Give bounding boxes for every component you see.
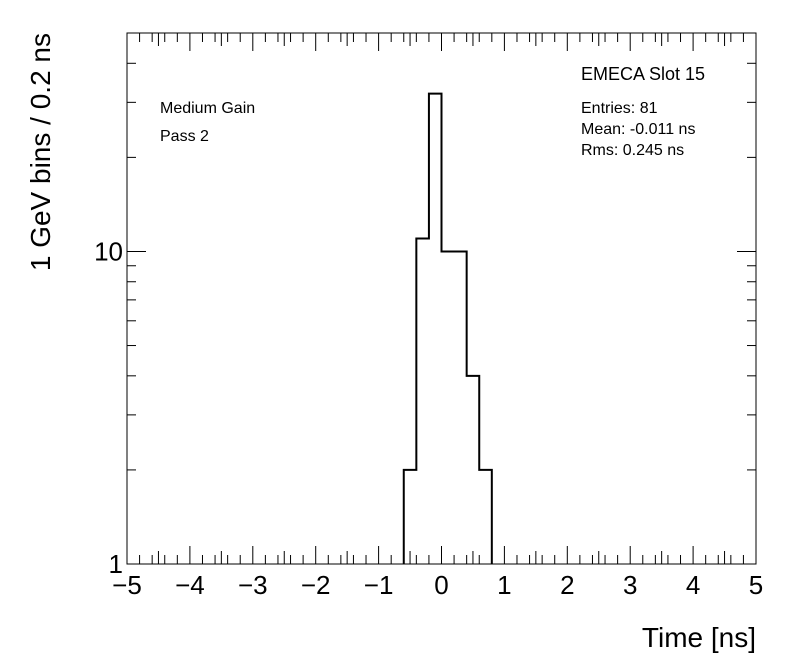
histogram-bins — [404, 94, 492, 564]
x-tick-label: 5 — [749, 570, 763, 600]
stats-rms: Rms: 0.245 ns — [581, 142, 684, 159]
histogram-bin — [467, 376, 480, 564]
histogram-bin — [442, 251, 455, 564]
x-tick-label: 2 — [560, 570, 574, 600]
histogram-outline — [402, 92, 493, 564]
histogram-bin — [416, 239, 429, 564]
y-tick-label: 1 — [109, 549, 123, 579]
x-tick-label: −4 — [175, 570, 205, 600]
histogram-bin — [404, 470, 417, 564]
major-ticks — [126, 33, 757, 565]
x-tick-label: −5 — [112, 570, 142, 600]
annotation-pass: Pass 2 — [160, 128, 209, 145]
stats-mean: Mean: -0.011 ns — [581, 121, 695, 138]
x-axis-label: Time [ns] — [642, 622, 756, 653]
minor-ticks — [127, 32, 756, 564]
x-tick-label: 0 — [434, 570, 448, 600]
y-axis-label: 1 GeV bins / 0.2 ns — [25, 33, 56, 271]
x-tick-label: 1 — [497, 570, 511, 600]
x-tick-label: −1 — [364, 570, 394, 600]
x-tick-label: 3 — [623, 570, 637, 600]
histogram-bin — [479, 470, 492, 564]
x-tick-label: 4 — [686, 570, 700, 600]
annotation-medium-gain: Medium Gain — [160, 100, 255, 117]
x-tick-label: −2 — [301, 570, 331, 600]
y-tick-labels: 1 10 — [94, 236, 123, 579]
x-tick-label: −3 — [238, 570, 268, 600]
histogram-bin — [454, 251, 467, 564]
y-tick-label: 10 — [94, 236, 123, 266]
histogram-bin — [429, 94, 442, 564]
stats-title: EMECA Slot 15 — [581, 64, 705, 84]
stats-entries: Entries: 81 — [581, 100, 658, 117]
x-tick-labels: −5 −4 −3 −2 −1 0 1 2 3 4 5 — [112, 570, 763, 600]
